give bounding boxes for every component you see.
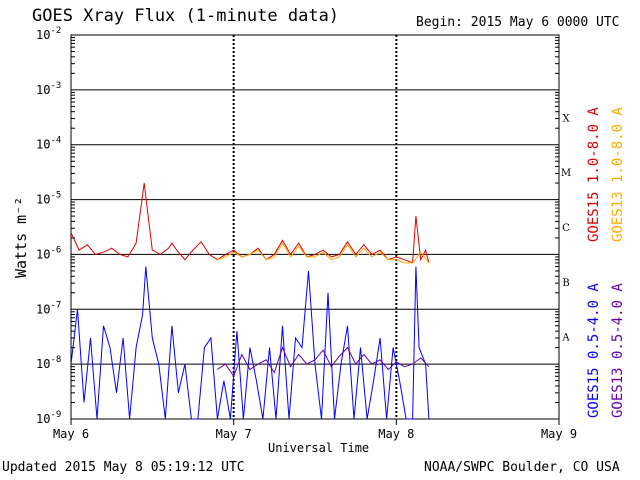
y-axis-label: Watts m⁻²: [12, 196, 30, 278]
x-axis-label: Universal Time: [268, 441, 370, 455]
credit-text: NOAA/SWPC Boulder, CO USA: [424, 460, 620, 475]
y-tick-label: 10-7: [36, 300, 61, 316]
legend-goes13-short: GOES13 0.5-4.0 A: [610, 283, 626, 418]
y-tick-label: 10-4: [36, 136, 61, 152]
legend-goes15-short: GOES15 0.5-4.0 A: [586, 283, 602, 418]
x-tick-label: May 8: [378, 427, 414, 441]
series-layer: [70, 183, 430, 420]
y-tick-label: 10-9: [36, 410, 61, 426]
flare-class-label: B: [562, 278, 569, 289]
x-tick-label: May 9: [541, 427, 577, 441]
axes: 10-9 10-8 10-7 10-6 10-5 10-4 10-3 10-2 May 6 May…: [36, 26, 577, 441]
begin-time: Begin: 2015 May 6 0000 UTC: [416, 15, 620, 30]
flare-class-label: C: [562, 223, 570, 234]
chart-title: GOES Xray Flux (1-minute data): [32, 6, 340, 26]
y-tick-label: 10-8: [36, 355, 61, 371]
y-tick-label: 10-3: [36, 81, 61, 97]
x-tick-label: May 6: [53, 427, 89, 441]
updated-timestamp: Updated 2015 May 8 05:19:12 UTC: [2, 460, 245, 475]
grid: [71, 35, 559, 419]
y-tick-label: 10-5: [36, 191, 61, 207]
plot-area: [70, 34, 560, 420]
flare-class-label: X: [562, 113, 570, 124]
y-axis-label-box: Watts m⁻²: [6, 197, 36, 278]
y-tick-label: 10-6: [36, 245, 61, 261]
legend-goes13-long: GOES13 1.0-8.0 A: [610, 107, 626, 242]
series-line-2: [70, 266, 430, 420]
legend-goes15-long: GOES15 1.0-8.0 A: [586, 107, 602, 242]
series-line-0: [70, 183, 430, 264]
flare-class-label: A: [561, 333, 570, 344]
flare-class-label: M: [561, 168, 571, 179]
series-line-1: [217, 242, 430, 264]
x-tick-label: May 7: [216, 427, 252, 441]
series-line-3: [217, 346, 430, 378]
y-tick-label: 10-2: [36, 26, 61, 42]
